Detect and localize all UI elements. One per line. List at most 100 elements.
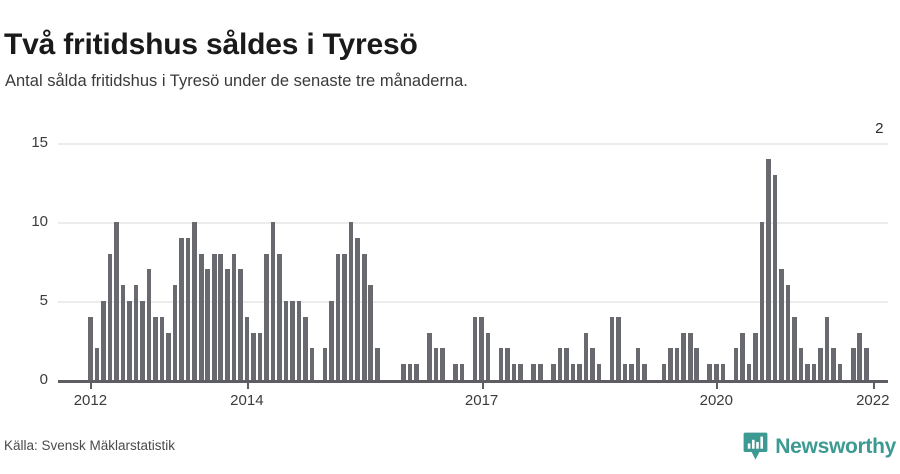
axes: 2012 2014 2017 2020 2022 [0, 120, 900, 420]
bar [218, 253, 224, 380]
source-note: Källa: Svensk Mäklarstatistik [4, 438, 176, 453]
bar [687, 332, 693, 380]
page-subtitle: Antal sålda fritidshus i Tyresö under de… [5, 72, 468, 90]
brand-name: Newsworthy [775, 435, 896, 458]
bar [192, 222, 197, 380]
bar [257, 332, 263, 380]
y-axis-tick-label: 5 [39, 292, 48, 309]
bar [433, 348, 439, 380]
y-axis-tick-label: 0 [39, 371, 48, 388]
bar [329, 301, 334, 380]
bar [238, 269, 243, 380]
bar [674, 348, 680, 380]
bar [785, 285, 791, 380]
bar [616, 316, 621, 380]
x-axis-tick-label: 2020 [699, 392, 733, 409]
bar [740, 332, 745, 380]
bar [440, 348, 445, 380]
gridline [58, 301, 888, 303]
bar [342, 253, 347, 380]
bar [766, 158, 771, 380]
bar [753, 332, 758, 380]
bar [414, 364, 419, 380]
bar [153, 316, 158, 380]
bar [537, 364, 543, 380]
bar [179, 237, 184, 380]
bar [661, 364, 667, 380]
bar [863, 348, 869, 380]
bar [837, 364, 843, 380]
bar [583, 332, 589, 380]
bar [251, 332, 256, 380]
x-axis-tick [716, 382, 719, 389]
bar [166, 332, 171, 380]
bar [668, 348, 673, 380]
bar [857, 332, 863, 380]
bar [211, 253, 217, 380]
bar [459, 364, 465, 380]
x-axis-tick [481, 382, 484, 389]
bar [120, 285, 126, 380]
bar [772, 174, 778, 380]
bar [485, 332, 491, 380]
bar [707, 364, 713, 380]
gridline [58, 222, 888, 224]
bar [746, 364, 752, 380]
bar [518, 364, 523, 380]
bar [94, 348, 100, 380]
bar [114, 222, 119, 380]
x-axis-tick [872, 382, 875, 389]
x-axis-tick [90, 382, 93, 389]
bars: 2 [0, 120, 900, 420]
bar [805, 364, 810, 380]
x-axis-tick-label: 2022 [856, 392, 890, 409]
bar [511, 364, 517, 380]
bar [296, 301, 302, 380]
bar [348, 222, 354, 380]
bar [590, 348, 595, 380]
bar [283, 301, 289, 380]
bar [172, 285, 178, 380]
bar [453, 364, 458, 380]
bar [596, 364, 602, 380]
bar [505, 348, 510, 380]
bar [570, 364, 576, 380]
bar [198, 253, 204, 380]
bar [185, 237, 191, 380]
newsworthy-pin-icon [743, 432, 768, 460]
bar [205, 269, 211, 380]
bar-chart: 0 5 10 15 2 2012 2014 2017 2020 2022 [0, 120, 900, 420]
bar [374, 348, 380, 380]
gridlines: 0 5 10 15 [0, 120, 900, 420]
bar [472, 316, 478, 380]
y-axis-tick-label: 10 [31, 213, 48, 230]
bar [309, 348, 315, 380]
bar [720, 364, 726, 380]
gridline [58, 143, 888, 145]
bar [127, 301, 132, 380]
bar [779, 269, 784, 380]
x-axis-line [58, 380, 888, 383]
bar [231, 253, 237, 380]
bar [818, 348, 823, 380]
bar [498, 348, 504, 380]
bar [635, 348, 641, 380]
bar [355, 237, 360, 380]
x-axis-tick-label: 2012 [73, 392, 108, 409]
bar-value-label: 2 [875, 120, 884, 137]
bar [629, 364, 634, 380]
bar [824, 316, 830, 380]
bar [368, 285, 374, 380]
newsworthy-logo: Newsworthy [743, 432, 896, 461]
bar [811, 364, 817, 380]
bar [759, 222, 765, 380]
bar [681, 332, 686, 380]
bar [551, 364, 556, 380]
bar [140, 301, 145, 380]
bar [479, 316, 484, 380]
x-axis-tick-label: 2017 [464, 392, 499, 409]
bar [361, 253, 367, 380]
bar [303, 316, 308, 380]
x-axis-tick-label: 2014 [230, 392, 264, 409]
